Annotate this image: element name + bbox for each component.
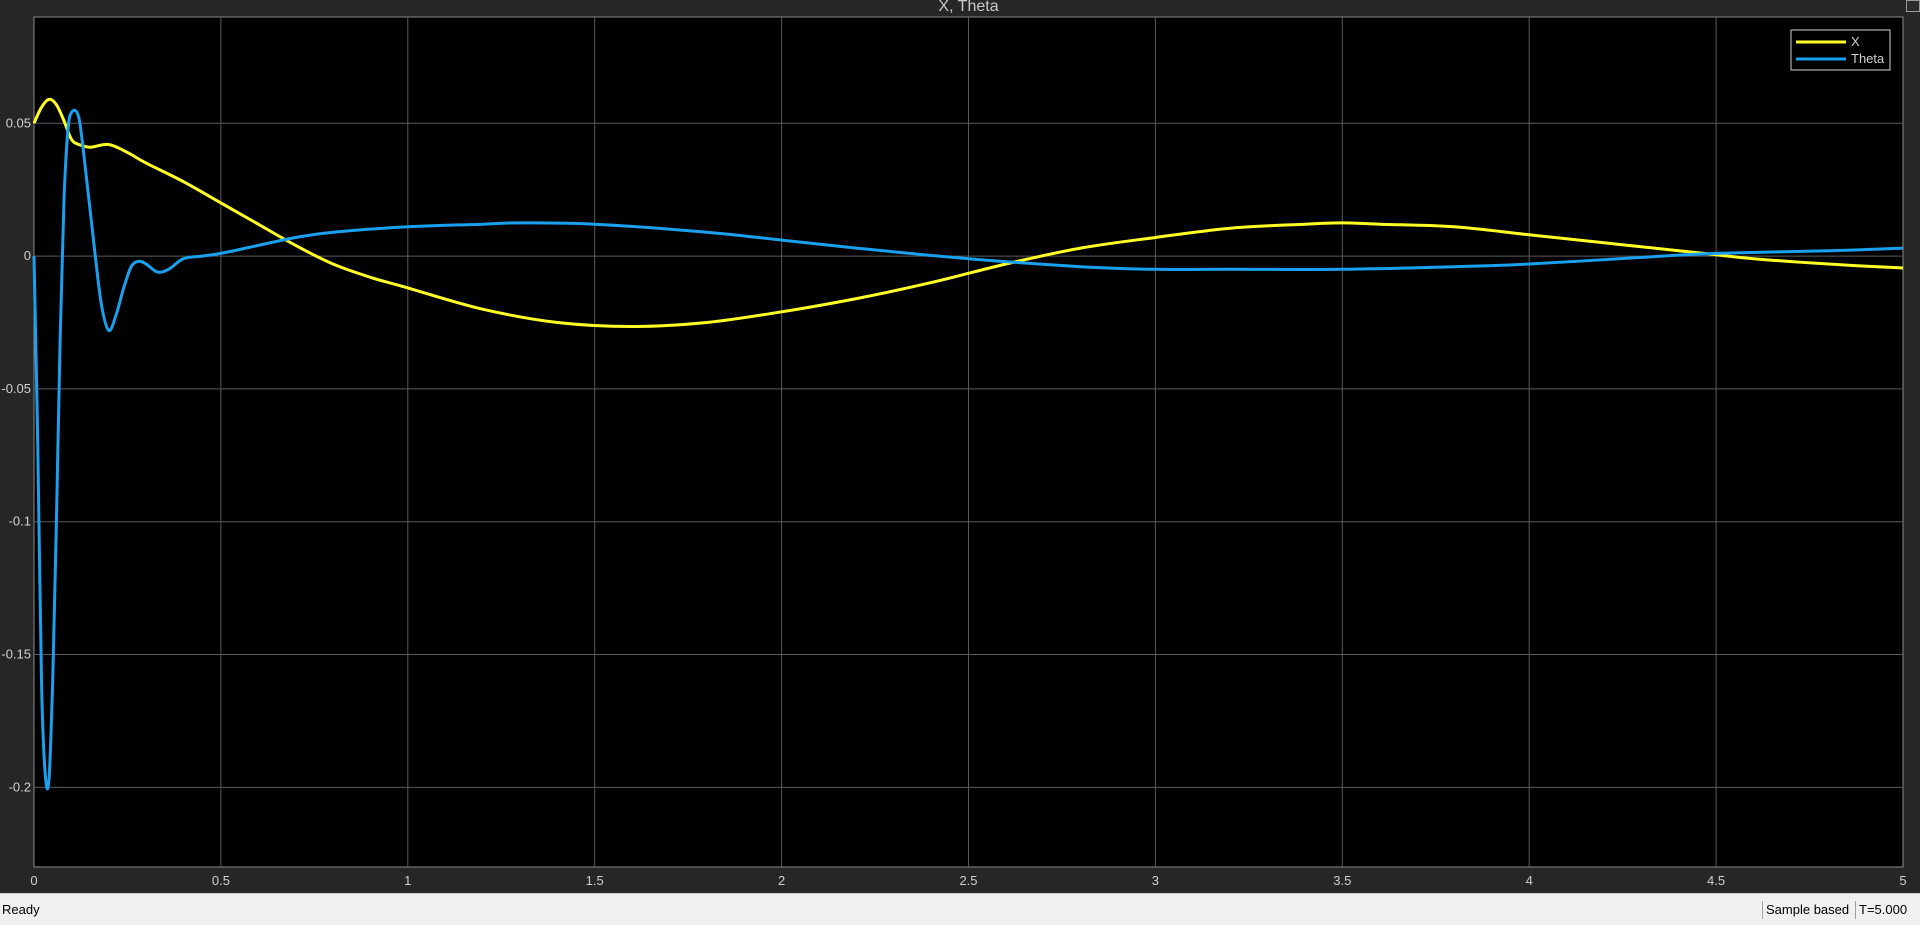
line-chart[interactable]: X, Theta 0 0.5 1 1.5 2 2.5 3 3.5 4 4.5 5 0.05 0 -0.05 -… [0, 0, 1920, 893]
x-tick-label: 1 [404, 873, 411, 888]
time-display-field: T=5.000 [1855, 901, 1910, 919]
x-tick-label: 4.5 [1707, 873, 1725, 888]
window-corner-button[interactable] [1906, 0, 1920, 12]
status-bar: Ready Sample based T=5.000 [0, 893, 1920, 925]
plot-area: X, Theta 0 0.5 1 1.5 2 2.5 3 3.5 4 4.5 5 0.05 0 -0.05 -… [0, 0, 1920, 893]
series-line-theta [32, 108, 1904, 791]
x-tick-label: 5 [1899, 873, 1906, 888]
x-tick-label: 3 [1152, 873, 1159, 888]
x-tick-label: 3.5 [1333, 873, 1351, 888]
x-tick-label: 2 [778, 873, 785, 888]
y-tick-label: -0.05 [1, 381, 31, 396]
y-tick-label: -0.15 [1, 647, 31, 662]
legend-entry: Theta [1851, 51, 1885, 66]
legend-box [1790, 29, 1891, 71]
x-tick-label: 0 [30, 873, 37, 888]
status-text: Ready [2, 902, 40, 917]
series-line-x [32, 97, 1904, 328]
sample-mode-field: Sample based [1762, 901, 1852, 919]
y-tick-label: 0.05 [6, 115, 31, 130]
y-tick-label: -0.1 [9, 514, 31, 529]
legend: X Theta [1790, 29, 1891, 71]
y-tick-label: -0.2 [9, 779, 31, 794]
chart-title: X, Theta [938, 0, 998, 15]
legend-entry: X [1851, 34, 1860, 49]
y-tick-label: 0 [24, 248, 31, 263]
x-tick-label: 0.5 [212, 873, 230, 888]
x-tick-label: 1.5 [586, 873, 604, 888]
x-tick-label: 2.5 [959, 873, 977, 888]
x-tick-label: 4 [1526, 873, 1533, 888]
